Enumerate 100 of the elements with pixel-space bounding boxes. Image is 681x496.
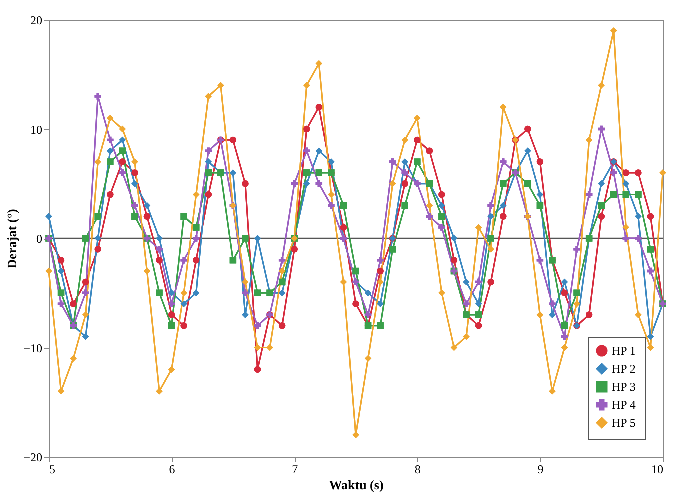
point (524, 126, 532, 133)
point (647, 213, 654, 220)
point (352, 268, 360, 275)
point (610, 28, 618, 34)
point (119, 148, 126, 154)
point (414, 136, 421, 144)
point (402, 170, 408, 176)
legend-label: HP 4 (612, 398, 636, 412)
point (598, 82, 605, 89)
point (242, 235, 249, 242)
point (610, 191, 618, 198)
point (377, 278, 384, 286)
point (107, 148, 114, 154)
point (119, 136, 126, 144)
point (316, 170, 323, 176)
point (450, 257, 458, 264)
point (647, 344, 654, 352)
point (94, 213, 102, 220)
point (132, 202, 138, 210)
legend-label: HP 3 (612, 380, 636, 394)
point (94, 93, 102, 100)
point (475, 278, 482, 286)
point (635, 191, 642, 198)
point (377, 256, 384, 264)
point (574, 290, 580, 296)
point (352, 432, 360, 439)
point (438, 191, 446, 198)
point (475, 224, 482, 231)
point (488, 235, 494, 242)
y-tick-label: 10 (30, 122, 42, 137)
point (254, 235, 262, 242)
point (156, 235, 163, 242)
point (598, 126, 605, 133)
point (561, 333, 568, 340)
point (58, 257, 65, 264)
point (524, 180, 532, 188)
point (438, 290, 446, 296)
point (438, 202, 446, 210)
point (193, 235, 200, 242)
y-tick-label: 0 (36, 232, 42, 246)
point (168, 366, 176, 373)
point (536, 256, 544, 264)
point (402, 158, 408, 166)
point (660, 170, 666, 176)
legend-label: HP 2 (612, 362, 636, 376)
point (536, 312, 544, 318)
point (119, 170, 126, 176)
point (340, 278, 348, 286)
point (205, 148, 212, 154)
point (180, 290, 188, 296)
point (316, 104, 323, 111)
point (364, 290, 372, 296)
point (536, 202, 544, 210)
point (500, 213, 507, 220)
point (340, 224, 348, 231)
point (488, 246, 494, 253)
point (230, 170, 237, 176)
point (586, 312, 593, 318)
legend-label: HP 5 (612, 416, 636, 430)
point (414, 158, 421, 166)
point (58, 268, 65, 275)
point (610, 170, 618, 176)
point (278, 268, 286, 275)
point (438, 224, 446, 231)
point (266, 344, 274, 352)
point (426, 202, 434, 210)
point (46, 268, 52, 275)
legend-label: HP 1 (612, 344, 636, 358)
point (168, 290, 176, 296)
point (180, 322, 188, 330)
y-tick-label: −20 (24, 450, 42, 464)
point (561, 290, 568, 296)
point (107, 158, 114, 166)
point (561, 344, 568, 352)
point (402, 202, 408, 210)
point (586, 191, 593, 198)
point (647, 333, 654, 340)
point (132, 158, 138, 166)
point (586, 136, 593, 144)
point (46, 213, 52, 220)
point (622, 191, 630, 198)
point (328, 191, 335, 198)
point (254, 344, 262, 352)
point (156, 290, 163, 296)
point (463, 278, 470, 286)
point (107, 191, 114, 198)
point (316, 60, 323, 68)
point (278, 290, 286, 296)
point (304, 180, 310, 188)
point (524, 148, 532, 154)
point (82, 290, 90, 296)
point (70, 355, 77, 362)
point (500, 158, 507, 166)
point (230, 256, 237, 264)
point (168, 300, 176, 308)
point (328, 202, 335, 210)
point (291, 180, 298, 188)
point (132, 213, 138, 220)
point (389, 246, 396, 253)
point (647, 246, 654, 253)
